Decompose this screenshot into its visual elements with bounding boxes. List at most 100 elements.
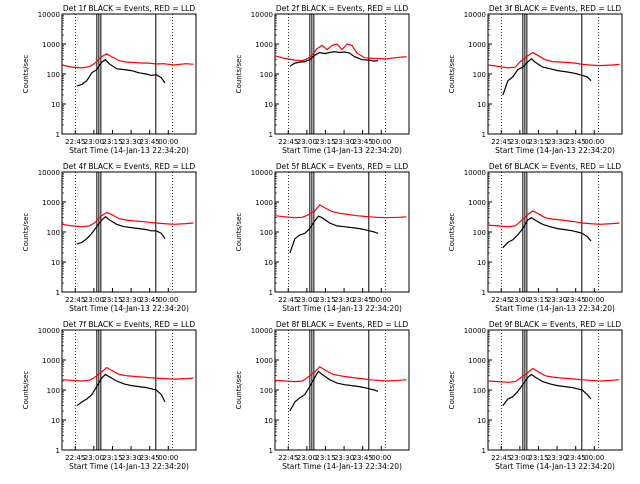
y-tick-label: 10	[477, 259, 486, 267]
detector-chart: 1 10 100 1000 10000 22:4523:0023:1523:3023:45…	[235, 162, 410, 313]
x-axis-label: Start Time (14-Jan-13 22:34:20)	[282, 462, 402, 471]
y-tick-label: 100	[260, 71, 273, 79]
y-axis-label: Counts/sec	[22, 55, 30, 94]
x-tick-label: 00:00	[158, 296, 178, 304]
y-tick-label: 10	[51, 417, 60, 425]
y-tick-label: 100	[260, 229, 273, 237]
x-tick-label: 23:15	[102, 454, 122, 462]
y-tick-label: 10	[264, 259, 273, 267]
y-tick-label: 1	[269, 289, 273, 297]
y-tick-label: 10000	[38, 169, 60, 177]
x-tick-label: 00:00	[158, 138, 178, 146]
plot-frame	[487, 171, 623, 293]
events-series-line	[76, 216, 166, 245]
x-tick-label: 00:00	[584, 296, 604, 304]
x-tick-label: 22:45	[65, 454, 85, 462]
plot-frame	[61, 171, 197, 293]
x-tick-label: 23:30	[547, 138, 567, 146]
x-tick-label: 22:45	[491, 454, 511, 462]
x-tick-label: 22:45	[65, 138, 85, 146]
y-tick-label: 10000	[464, 11, 486, 19]
x-tick-label: 00:00	[371, 138, 391, 146]
x-tick-label: 23:45	[353, 296, 373, 304]
plot-frame	[274, 329, 410, 451]
y-tick-label: 100	[47, 387, 60, 395]
x-tick-label: 22:45	[278, 296, 298, 304]
y-tick-label: 10000	[464, 169, 486, 177]
y-tick-label: 1000	[255, 357, 273, 365]
chart-title: Det 9f BLACK = Events, RED = LLD	[489, 320, 622, 329]
x-tick-label: 23:30	[547, 296, 567, 304]
y-tick-label: 10	[51, 259, 60, 267]
y-axis-label: Counts/sec	[448, 371, 456, 410]
x-tick-label: 23:30	[121, 138, 141, 146]
x-tick-label: 23:15	[528, 454, 548, 462]
y-tick-label: 1	[269, 131, 273, 139]
x-tick-label: 23:30	[334, 454, 354, 462]
detector-chart: 1 10 100 1000 10000 22:4523:0023:1523:3023:45…	[448, 4, 623, 155]
y-tick-label: 100	[473, 387, 486, 395]
x-axis-label: Start Time (14-Jan-13 22:34:20)	[282, 304, 402, 313]
y-tick-label: 1	[56, 289, 60, 297]
y-tick-label: 1000	[255, 41, 273, 49]
x-tick-label: 23:45	[566, 138, 586, 146]
x-tick-label: 23:00	[297, 296, 317, 304]
y-tick-label: 100	[260, 387, 273, 395]
x-axis-label: Start Time (14-Jan-13 22:34:20)	[282, 146, 402, 155]
events-series-line	[289, 50, 379, 67]
y-axis-label: Counts/sec	[235, 371, 243, 410]
y-tick-label: 1000	[255, 199, 273, 207]
x-tick-label: 23:00	[84, 296, 104, 304]
y-tick-label: 1000	[468, 357, 486, 365]
x-axis-label: Start Time (14-Jan-13 22:34:20)	[69, 146, 189, 155]
y-tick-label: 10000	[251, 169, 273, 177]
y-axis-label: Counts/sec	[448, 55, 456, 94]
y-tick-label: 10000	[38, 11, 60, 19]
lld-series-line	[487, 367, 620, 383]
chart-title: Det 6f BLACK = Events, RED = LLD	[489, 162, 622, 171]
lld-series-line	[61, 211, 194, 228]
chart-title: Det 2f BLACK = Events, RED = LLD	[276, 4, 409, 13]
x-tick-label: 23:00	[84, 454, 104, 462]
x-tick-label: 23:30	[334, 296, 354, 304]
x-tick-label: 22:45	[278, 138, 298, 146]
events-series-line	[76, 373, 166, 407]
chart-title: Det 3f BLACK = Events, RED = LLD	[489, 4, 622, 13]
x-tick-label: 23:00	[297, 138, 317, 146]
y-tick-label: 10000	[251, 327, 273, 335]
x-tick-label: 23:15	[102, 138, 122, 146]
x-tick-label: 23:45	[140, 296, 160, 304]
y-tick-label: 1000	[468, 199, 486, 207]
detector-chart: 1 10 100 1000 10000 22:4523:0023:1523:3023:45…	[448, 320, 623, 471]
detector-chart: 1 10 100 1000 10000 22:4523:0023:1523:3023:45…	[448, 162, 623, 313]
x-axis-label: Start Time (14-Jan-13 22:34:20)	[69, 462, 189, 471]
x-tick-label: 23:30	[121, 296, 141, 304]
chart-title: Det 4f BLACK = Events, RED = LLD	[63, 162, 196, 171]
lld-series-line	[61, 366, 194, 382]
x-tick-label: 23:15	[315, 296, 335, 304]
y-tick-label: 1	[482, 447, 486, 455]
y-tick-label: 100	[47, 229, 60, 237]
y-tick-label: 100	[473, 229, 486, 237]
y-tick-label: 10	[264, 101, 273, 109]
x-axis-label: Start Time (14-Jan-13 22:34:20)	[495, 146, 615, 155]
events-series-line	[76, 58, 166, 87]
x-tick-label: 00:00	[371, 296, 391, 304]
x-tick-label: 23:00	[84, 138, 104, 146]
x-tick-label: 22:45	[491, 138, 511, 146]
plot-frame	[61, 13, 197, 135]
y-tick-label: 10	[51, 101, 60, 109]
x-tick-label: 23:00	[510, 138, 530, 146]
y-axis-label: Counts/sec	[235, 213, 243, 252]
x-tick-label: 23:15	[102, 296, 122, 304]
detector-chart: 1 10 100 1000 10000 22:4523:0023:1523:3023:45…	[235, 320, 410, 471]
lld-series-line	[487, 210, 620, 228]
x-tick-label: 23:15	[315, 454, 335, 462]
lld-series-line	[274, 204, 407, 219]
y-tick-label: 100	[47, 71, 60, 79]
x-tick-label: 23:15	[315, 138, 335, 146]
chart-title: Det 5f BLACK = Events, RED = LLD	[276, 162, 409, 171]
detector-chart: 1 10 100 1000 10000 22:4523:0023:1523:3023:45…	[22, 320, 197, 471]
x-tick-label: 23:45	[140, 138, 160, 146]
